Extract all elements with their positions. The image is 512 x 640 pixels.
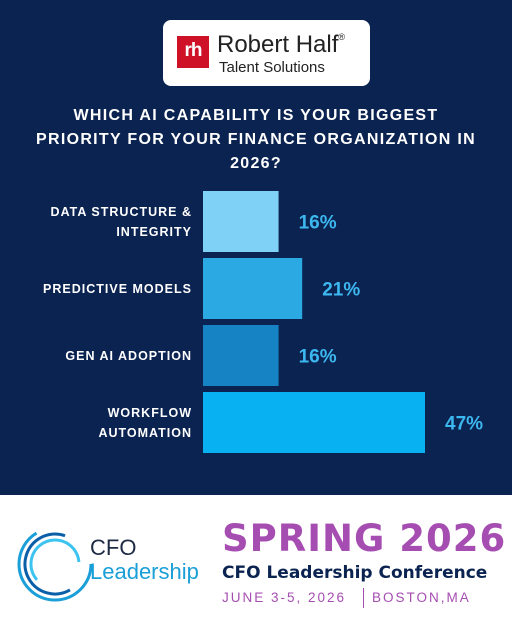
value-label: 16% bbox=[299, 347, 337, 368]
divider bbox=[363, 588, 364, 608]
value-label: 21% bbox=[322, 280, 360, 301]
brand-subtitle: Talent Solutions bbox=[219, 59, 325, 76]
footer: CFO Leadership SPRING 2026 CFO Leadershi… bbox=[0, 495, 512, 640]
bar bbox=[203, 258, 303, 319]
event-title: SPRING 2026 bbox=[222, 517, 507, 560]
brand-name: Robert Half® bbox=[217, 31, 345, 59]
bar bbox=[203, 392, 425, 453]
logo-text: Leadership bbox=[90, 559, 199, 584]
brand-logo: rh Robert Half® Talent Solutions bbox=[163, 20, 370, 86]
logo-text: CFO bbox=[90, 535, 137, 560]
chart: 16% 21% 16% 47% bbox=[203, 191, 483, 453]
ring bbox=[29, 538, 81, 590]
bar bbox=[203, 325, 279, 386]
event-location: BOSTON,MA bbox=[372, 590, 471, 605]
category-label: PREDICTIVE MODELS bbox=[43, 281, 192, 296]
brand-text: Robert Half bbox=[217, 31, 339, 58]
chart-title: WHICH AI CAPABILITY IS YOUR BIGGEST PRIO… bbox=[36, 107, 476, 172]
category-label: WORKFLOW AUTOMATION bbox=[98, 405, 192, 440]
ring bbox=[17, 526, 93, 602]
cfo-logo-rings bbox=[17, 526, 93, 602]
bar bbox=[203, 191, 279, 252]
ring bbox=[23, 532, 87, 596]
logo-mark: rh bbox=[177, 36, 209, 68]
conference-name: CFO Leadership Conference bbox=[222, 563, 488, 583]
value-label: 16% bbox=[299, 213, 337, 234]
brand-mark: ® bbox=[338, 32, 346, 42]
event-date: JUNE 3-5, 2026 bbox=[222, 590, 347, 605]
category-label: GEN AI ADOPTION bbox=[65, 348, 192, 363]
value-label: 47% bbox=[445, 414, 483, 435]
category-label: DATA STRUCTURE & INTEGRITY bbox=[50, 204, 192, 239]
